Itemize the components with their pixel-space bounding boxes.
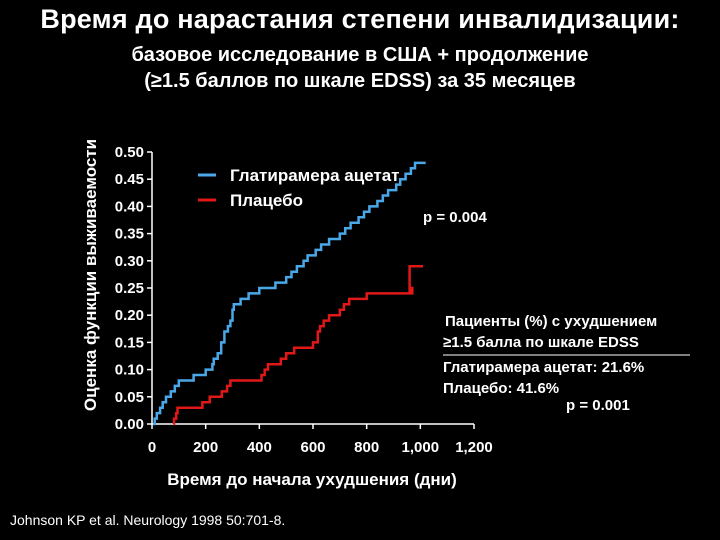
y-tick-label: 0.35 [115,226,144,243]
result-box-line-2: ≥1.5 балла по шкале EDSS [443,334,639,351]
y-tick-label: 0.25 [115,280,144,297]
x-axis-title: Время до начала ухудшения (дни) [167,470,457,489]
y-tick-label: 0.30 [115,253,144,270]
y-tick-label: 0.20 [115,307,144,324]
result-box: Пациенты (%) с ухудшением ≥1.5 балла по … [443,313,690,414]
x-tick-label: 1,000 [402,439,440,456]
slide-title: Время до нарастания степени инвалидизаци… [40,4,680,34]
legend-label-placebo: Плацебо [230,191,303,210]
y-tick-label: 0.50 [115,144,144,161]
y-tick-label: 0.45 [115,171,144,188]
x-tick-label: 200 [193,439,218,456]
slide-subtitle-line-2: (≥1.5 баллов по шкале EDSS) за 35 месяце… [144,70,576,92]
result-box-line-4: Плацебо: 41.6% [443,380,559,397]
y-tick-label: 0.00 [115,416,144,433]
y-tick-label: 0.10 [115,362,144,379]
y-axis-title: Оценка функции выживаемости [81,139,100,411]
series-line-placebo [172,264,423,426]
y-tick-label: 0.15 [115,334,144,351]
x-tick-label: 600 [300,439,325,456]
x-tick-label: 400 [247,439,272,456]
y-axis: 0.00 0.05 0.10 0.15 0.20 0.25 0.30 0.35 0.40 0.45… [115,144,153,433]
result-box-line-3: Глатирамера ацетат: 21.6% [443,359,644,376]
p-value-box: p = 0.001 [566,397,630,414]
p-value-main: p = 0.004 [423,209,487,226]
x-tick-label: 800 [354,439,379,456]
series-layer [153,161,426,426]
x-tick-label: 0 [148,439,156,456]
legend: Глатирамера ацетат Плацебо [198,166,400,210]
x-tick-label: 1,200 [455,439,493,456]
legend-label-glatiramer: Глатирамера ацетат [230,166,400,185]
slide-subtitle-line-1: базовое исследование в США + продолжение [131,44,589,66]
x-axis: 0 200 400 600 800 1,000 1,200 [148,423,493,456]
citation: Johnson KP et al. Neurology 1998 50:701-… [10,512,286,528]
y-tick-label: 0.40 [115,198,144,215]
series-line-glatiramer [153,161,426,426]
result-box-line-1: Пациенты (%) с ухудшением [445,313,657,330]
y-tick-label: 0.05 [115,389,144,406]
